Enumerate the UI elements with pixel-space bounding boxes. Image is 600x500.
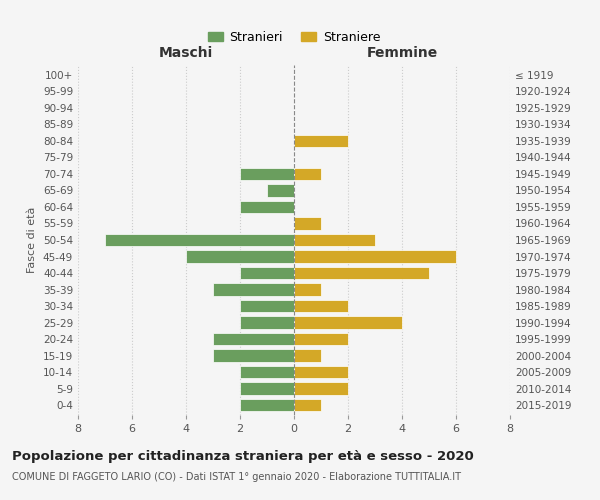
Bar [213,333,294,345]
Text: Popolazione per cittadinanza straniera per età e sesso - 2020: Popolazione per cittadinanza straniera p… [12,450,474,463]
Bar [294,135,348,147]
Bar [240,201,294,213]
Text: Femmine: Femmine [367,46,437,60]
Bar [294,316,402,328]
Text: Maschi: Maschi [159,46,213,60]
Bar [267,184,294,196]
Bar [294,234,375,246]
Text: COMUNE DI FAGGETO LARIO (CO) - Dati ISTAT 1° gennaio 2020 - Elaborazione TUTTITA: COMUNE DI FAGGETO LARIO (CO) - Dati ISTA… [12,472,461,482]
Bar [186,250,294,262]
Bar [240,316,294,328]
Bar [294,366,348,378]
Y-axis label: Fasce di età: Fasce di età [28,207,37,273]
Legend: Stranieri, Straniere: Stranieri, Straniere [203,26,385,49]
Bar [294,350,321,362]
Bar [105,234,294,246]
Bar [240,366,294,378]
Bar [294,399,321,411]
Bar [294,218,321,230]
Bar [240,382,294,395]
Bar [240,168,294,180]
Bar [240,267,294,279]
Bar [294,250,456,262]
Bar [294,168,321,180]
Bar [294,382,348,395]
Bar [240,300,294,312]
Bar [213,350,294,362]
Bar [294,300,348,312]
Bar [294,333,348,345]
Bar [294,267,429,279]
Bar [240,399,294,411]
Bar [294,284,321,296]
Bar [213,284,294,296]
